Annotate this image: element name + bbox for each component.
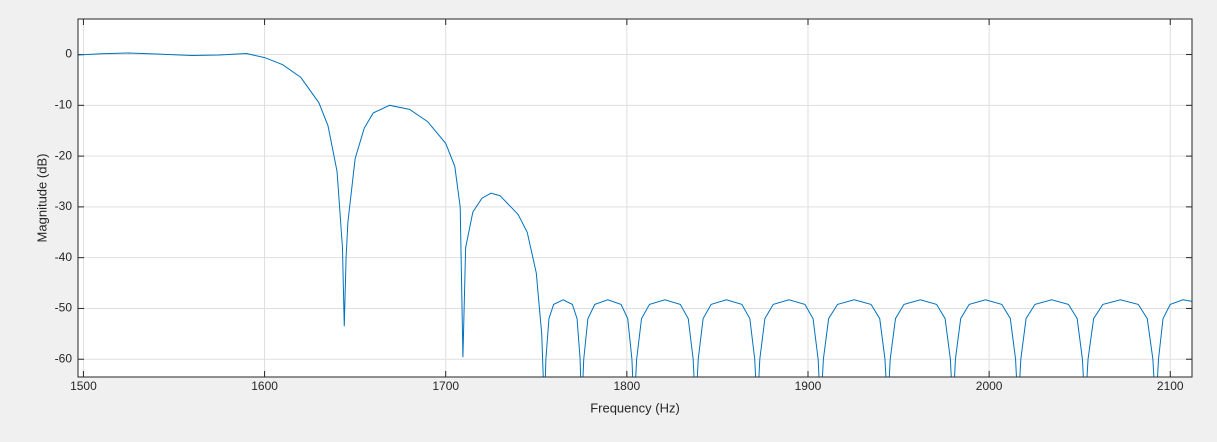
y-tick-label: -40 — [55, 250, 73, 264]
y-tick-label: -20 — [55, 148, 73, 162]
y-axis-label: Magnitude (dB) — [34, 154, 49, 243]
y-tick-label: -10 — [55, 97, 73, 111]
x-tick-label: 1800 — [613, 379, 640, 393]
y-tick-label: 0 — [65, 47, 72, 61]
x-tick-label: 2000 — [976, 379, 1003, 393]
y-tick-label: -30 — [55, 199, 73, 213]
plot-frame — [77, 18, 1193, 378]
plot-area — [78, 19, 1192, 377]
y-tick-label: -50 — [55, 301, 73, 315]
x-axis-label: Frequency (Hz) — [590, 400, 680, 415]
x-tick-label: 1500 — [70, 379, 97, 393]
x-tick-label: 1700 — [432, 379, 459, 393]
y-tick-label: -60 — [55, 351, 73, 365]
line-series — [78, 52, 1192, 377]
x-tick-label: 1900 — [795, 379, 822, 393]
x-tick-label: 1600 — [251, 379, 278, 393]
x-tick-label: 2100 — [1157, 379, 1184, 393]
